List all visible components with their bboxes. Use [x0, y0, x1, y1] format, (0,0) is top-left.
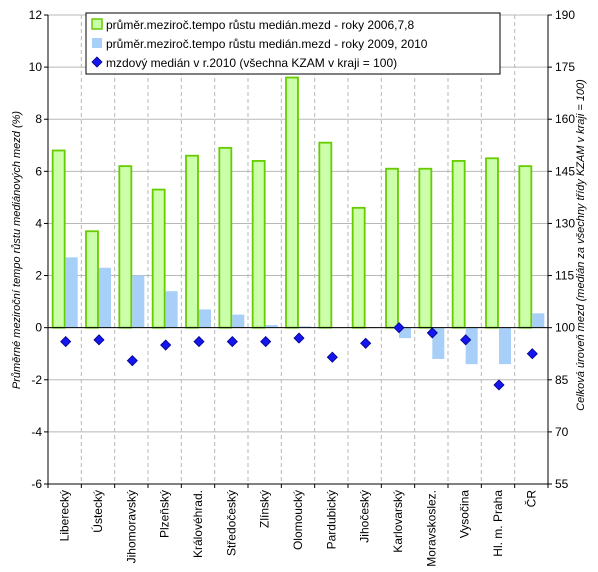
marker-median-7 [293, 332, 305, 344]
bar-2006-3 [151, 188, 166, 329]
bar-2006-9 [351, 206, 366, 329]
right-tick-label-6: 145 [555, 164, 575, 178]
marker-median-9 [360, 337, 372, 349]
category-label-3: Plzeňský [158, 490, 172, 538]
right-axis-title: Celková úroveň mezd (medián za všechny t… [575, 79, 587, 411]
left-tick-label-6: 6 [35, 164, 42, 178]
marker-median-6 [260, 335, 272, 348]
bar-2006-5 [218, 146, 233, 329]
bar-2006-10 [385, 167, 399, 329]
legend-swatch-2009 [92, 38, 102, 48]
left-tick-label-4: 2 [35, 269, 42, 283]
legend-swatch-2006 [91, 18, 103, 30]
right-axis-ticks: 55 70 85 100 115 130 145 160 175 190 [548, 8, 575, 491]
median-markers [60, 322, 538, 391]
category-label-12: Vysočina [458, 490, 472, 539]
category-label-7: Olomoucký [291, 490, 305, 550]
category-label-10: Karlovarský [391, 490, 405, 553]
category-label-2: Jihomoravský [124, 490, 138, 563]
series-2009-bars [65, 257, 545, 365]
bar-2009-12 [465, 327, 478, 365]
bar-2006-8 [318, 141, 333, 329]
category-label-14: ČR [523, 490, 538, 508]
right-tick-label-3: 100 [555, 321, 575, 335]
marker-median-14 [526, 348, 538, 360]
bar-2006-7 [285, 76, 299, 329]
category-label-11: Moravskoslez. [424, 490, 438, 567]
left-tick-label-0: -6 [31, 477, 42, 491]
marker-median-3 [160, 339, 172, 351]
left-tick-label-7: 8 [35, 112, 42, 126]
legend: průměr.meziroč.tempo růstu medián.mezd -… [85, 12, 501, 75]
bar-2009-6 [265, 325, 278, 328]
axes [47, 15, 549, 488]
left-tick-label-2: -2 [31, 373, 42, 387]
category-labels: Liberecký Ústecký Jihomoravský Plzeňský Král… [58, 490, 539, 567]
left-tick-label-5: 4 [35, 216, 42, 230]
bar-2009-13 [499, 327, 511, 365]
category-label-0: Liberecký [58, 490, 72, 541]
left-tick-label-9: 12 [29, 8, 43, 22]
left-axis-ticks: -6 -4 -2 0 2 4 6 8 10 12 [29, 8, 48, 491]
left-tick-label-3: 0 [35, 321, 42, 335]
bar-2009-11 [432, 327, 445, 359]
category-label-6: Zlínský [258, 490, 272, 528]
series-2006-bars [51, 76, 533, 329]
left-tick-label-1: -4 [31, 425, 42, 439]
bar-2006-14 [518, 165, 533, 329]
marker-median-11 [426, 327, 438, 339]
legend-marker-median [91, 56, 103, 68]
bar-2006-11 [418, 167, 433, 329]
bar-2009-2 [132, 275, 145, 328]
bar-2009-4 [199, 309, 211, 328]
right-tick-label-2: 85 [555, 373, 569, 387]
category-label-5: Středočeský [224, 490, 238, 556]
bar-2006-6 [251, 160, 266, 329]
marker-median-4 [193, 335, 205, 348]
right-tick-label-7: 160 [555, 112, 575, 126]
bar-2006-13 [485, 157, 499, 329]
legend-label-2006: průměr.meziroč.tempo růstu medián.mezd -… [106, 18, 414, 32]
marker-median-12 [460, 334, 472, 346]
bar-2009-14 [532, 313, 545, 328]
right-tick-label-4: 115 [555, 269, 574, 283]
legend-box [85, 12, 501, 75]
bar-2006-2 [118, 165, 133, 329]
legend-label-median: mzdový medián v r.2010 (všechna KZAM v k… [106, 56, 397, 70]
right-tick-label-5: 130 [555, 216, 575, 230]
left-axis-title: Průměrné meziroční tempo růstu mediánový… [11, 111, 23, 389]
category-label-13: Hl. m. Praha [491, 490, 505, 557]
bar-2009-0 [65, 257, 78, 328]
marker-median-10 [393, 322, 405, 334]
marker-median-0 [60, 335, 72, 348]
bar-2006-1 [85, 230, 99, 329]
category-label-9: Jihočeský [358, 490, 372, 543]
bar-2009-1 [99, 267, 111, 328]
marker-median-5 [226, 335, 238, 348]
legend-label-2009: průměr.meziroč.tempo růstu medián.mezd -… [106, 37, 428, 51]
left-tick-label-8: 10 [29, 60, 43, 74]
marker-median-1 [93, 334, 105, 346]
category-label-4: Královéhrad. [191, 490, 205, 558]
marker-median-13 [493, 379, 505, 391]
bar-2009-10 [399, 327, 411, 339]
category-label-1: Ústecký [90, 490, 105, 533]
bar-2009-5 [232, 314, 245, 328]
bar-2006-0 [51, 149, 66, 329]
right-tick-label-9: 190 [555, 8, 575, 22]
bar-2006-12 [451, 160, 466, 329]
bar-2006-4 [185, 154, 199, 329]
right-tick-label-0: 55 [555, 477, 569, 491]
bar-2009-3 [165, 291, 178, 328]
marker-median-2 [126, 355, 138, 367]
category-label-8: Pardubický [324, 490, 338, 549]
bar-2009-7 [299, 326, 311, 328]
marker-median-8 [326, 351, 338, 363]
right-tick-label-1: 70 [555, 425, 569, 439]
right-tick-label-8: 175 [555, 60, 575, 74]
